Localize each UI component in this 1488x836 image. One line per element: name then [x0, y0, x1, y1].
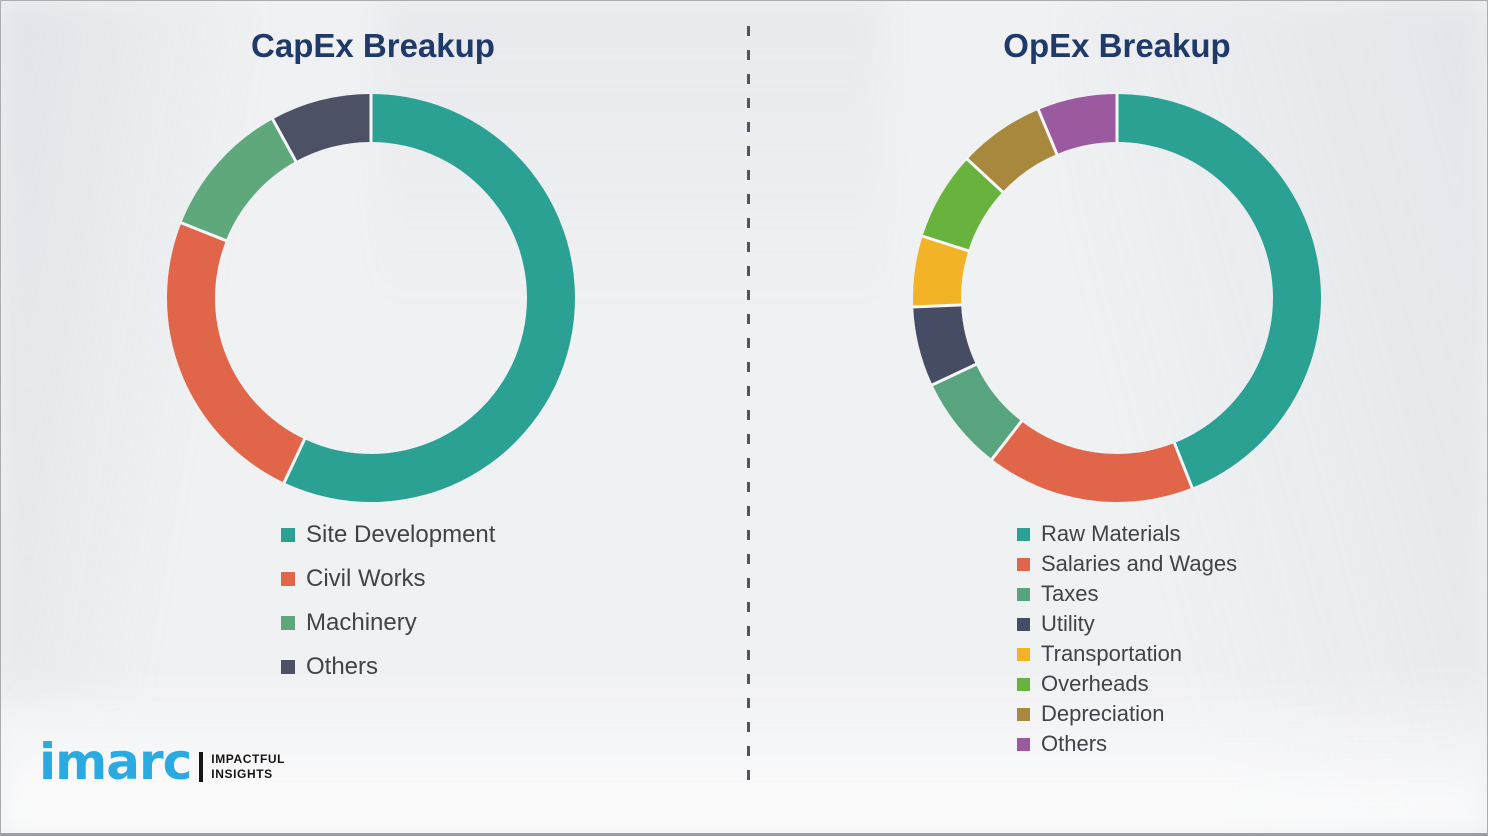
legend-item-raw-materials: Raw Materials: [1017, 519, 1237, 549]
legend-label: Machinery: [306, 609, 417, 636]
segment-separator: [270, 117, 298, 163]
legend-swatch: [1017, 527, 1030, 541]
legend-label: Transportation: [1041, 641, 1183, 666]
donut-segment-overheads: [922, 159, 1003, 251]
legend-swatch: [1017, 617, 1030, 631]
legend-label: Salaries and Wages: [1041, 551, 1238, 576]
legend-item-depreciation: Depreciation: [1017, 699, 1237, 729]
donut-segment-depreciation: [967, 109, 1057, 192]
legend-label: Raw Materials: [1041, 521, 1181, 546]
capex-chart-title: CapEx Breakup: [251, 27, 495, 64]
legend-swatch: [281, 660, 295, 674]
segment-separator: [1036, 108, 1059, 156]
legend-item-utility: Utility: [1017, 609, 1237, 639]
donut-segment-machinery: [181, 119, 296, 241]
legend-swatch: [1017, 677, 1030, 691]
opex-legend: Raw Materials Salaries and Wages Taxes Util…: [1017, 519, 1237, 759]
legend-item-taxes: Taxes: [1017, 579, 1237, 609]
legend-swatch: [281, 528, 295, 542]
donut-segment-others: [1038, 94, 1117, 155]
segment-separator: [921, 234, 970, 253]
legend-swatch: [281, 572, 295, 586]
logo-divider-bar: [199, 752, 204, 782]
dashed-divider: [747, 26, 750, 791]
legend-item-others: Others: [281, 645, 495, 689]
opex-chart-title: OpEx Breakup: [1003, 27, 1231, 64]
logo-tagline-line1: IMPACTFUL: [211, 752, 286, 766]
legend-swatch: [1017, 647, 1030, 661]
legend-label: Utility: [1041, 611, 1095, 636]
legend-swatch: [281, 616, 295, 630]
capex-legend: Site Development Civil Works Machinery Othe…: [281, 513, 495, 689]
legend-label: Overheads: [1041, 671, 1149, 696]
legend-label: Civil Works: [306, 565, 426, 592]
legend-swatch: [1017, 557, 1030, 571]
legend-swatch: [1017, 587, 1030, 601]
legend-label: Taxes: [1041, 581, 1099, 606]
donut-segment-utility: [913, 304, 976, 385]
opex-donut-chart: [912, 93, 1322, 503]
legend-swatch: [1017, 737, 1030, 751]
donut-segment-others: [272, 94, 371, 162]
legend-label: Site Development: [306, 521, 496, 548]
segment-separator: [930, 362, 978, 387]
donut-segment-site-development: [284, 94, 575, 502]
donut-segment-salaries-and-wages: [991, 421, 1193, 503]
legend-item-salaries-and-wages: Salaries and Wages: [1017, 549, 1237, 579]
legend-item-machinery: Machinery: [281, 601, 495, 645]
legend-item-others: Others: [1017, 729, 1237, 759]
legend-item-transportation: Transportation: [1017, 639, 1237, 669]
capex-donut-chart: [167, 93, 575, 502]
donut-segment-raw-materials: [1117, 94, 1322, 488]
legend-item-civil-works: Civil Works: [281, 557, 495, 601]
legend-swatch: [1017, 707, 1030, 721]
donut-segment-transportation: [913, 236, 969, 307]
legend-label: Others: [306, 653, 379, 680]
logo-tagline-line2: INSIGHTS: [211, 767, 273, 781]
segment-separator: [179, 221, 228, 243]
segment-separator: [912, 303, 963, 309]
legend-label: Depreciation: [1041, 701, 1165, 726]
imarc-logo: imarc IMPACTFUL INSIGHTS: [39, 737, 285, 787]
segment-separator: [1172, 441, 1194, 490]
legend-item-overheads: Overheads: [1017, 669, 1237, 699]
segment-separator: [990, 419, 1024, 461]
donut-segment-taxes: [932, 364, 1022, 460]
logo-tagline: IMPACTFUL INSIGHTS: [211, 752, 285, 782]
legend-item-site-development: Site Development: [281, 513, 495, 557]
legend-label: Others: [1041, 731, 1108, 756]
segment-separator: [965, 157, 1005, 194]
imarc-logo-wordmark: imarc: [39, 733, 192, 791]
segment-separator: [282, 437, 307, 485]
donut-segment-civil-works: [167, 222, 305, 483]
